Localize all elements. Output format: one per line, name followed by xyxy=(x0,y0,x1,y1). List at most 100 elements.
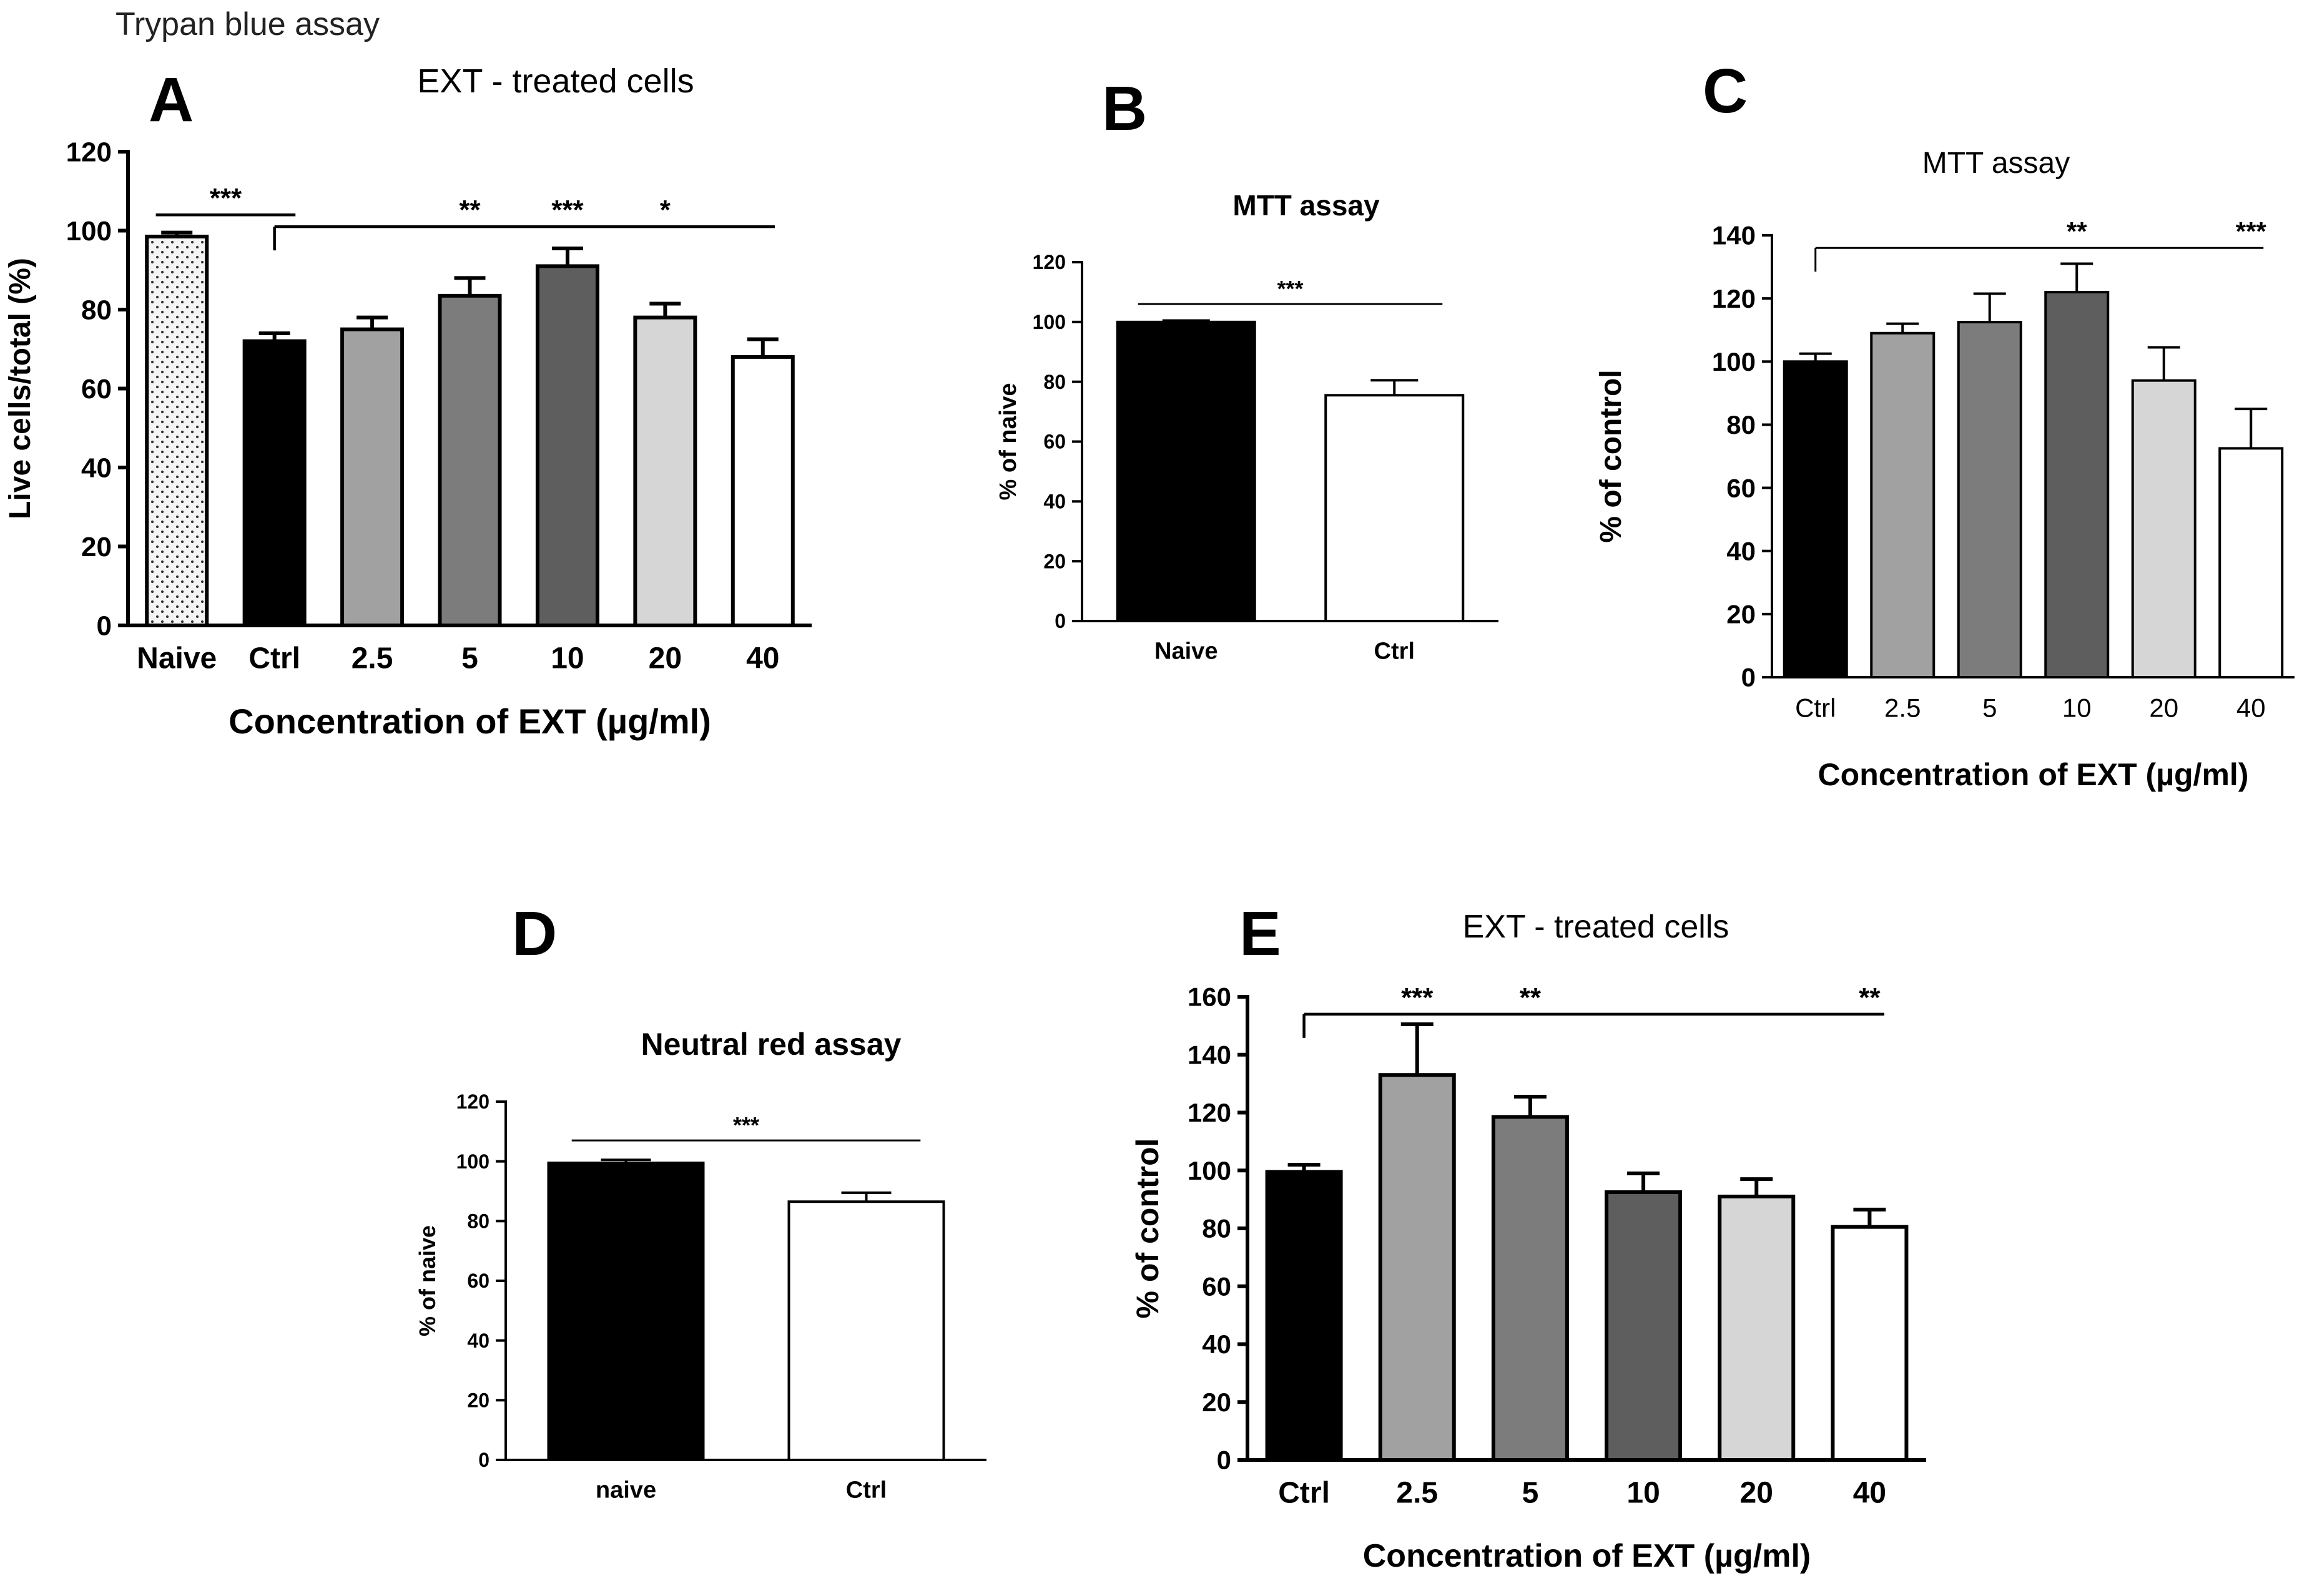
x-category-label: Naive xyxy=(1154,638,1217,664)
y-tick-label: 20 xyxy=(467,1389,489,1412)
x-category-label: Ctrl xyxy=(248,642,300,675)
significance-label: *** xyxy=(210,183,242,213)
y-tick-label: 60 xyxy=(467,1270,489,1292)
figure-caption: Trypan blue assay xyxy=(116,6,380,42)
y-tick-label: 120 xyxy=(1188,1098,1231,1127)
y-tick-label: 100 xyxy=(1188,1156,1231,1185)
y-tick-label: 100 xyxy=(66,216,112,247)
y-tick-label: 80 xyxy=(1043,371,1066,393)
y-tick-label: 60 xyxy=(81,374,112,404)
bar-Ctrl xyxy=(242,339,307,627)
y-tick-label: 80 xyxy=(467,1210,489,1233)
bar-2.5 xyxy=(340,327,405,627)
x-axis-label: Concentration of EXT (µg/ml) xyxy=(1818,757,2249,792)
x-category-label: 20 xyxy=(2149,693,2178,723)
y-tick-label: 20 xyxy=(1043,550,1066,572)
y-tick-label: 40 xyxy=(1202,1329,1231,1359)
x-category-label: Ctrl xyxy=(1374,638,1415,664)
bar-Naive xyxy=(1116,320,1256,622)
bar-Ctrl xyxy=(1324,394,1465,623)
significance-label: *** xyxy=(551,195,584,225)
chart-title: MTT assay xyxy=(1922,147,2070,180)
chart-B: 0 20 40 60 80 100 120 Naive Ctrl *** % of naive MTT… xyxy=(995,74,1498,664)
bar-5 xyxy=(438,293,502,627)
significance-label: ** xyxy=(2067,217,2087,246)
y-tick-label: 60 xyxy=(1202,1271,1231,1301)
significance-label: ** xyxy=(1859,982,1881,1013)
y-axis-label: % of naive xyxy=(995,383,1021,501)
bar-Ctrl xyxy=(787,1200,945,1462)
chart-D: 0 20 40 60 80 100 120 naive Ctrl *** % of naive Neu… xyxy=(415,899,986,1503)
y-tick-label: 0 xyxy=(1055,610,1066,632)
y-tick-label: 20 xyxy=(1202,1388,1231,1417)
y-tick-label: 40 xyxy=(467,1329,489,1352)
y-tick-label: 120 xyxy=(66,137,112,167)
panel-letter: D xyxy=(512,899,557,969)
x-category-label: 10 xyxy=(1626,1476,1660,1509)
bar-2.5 xyxy=(1870,331,1936,678)
y-tick-label: 40 xyxy=(1043,491,1066,513)
panel-letter: C xyxy=(1703,56,1748,126)
y-tick-label: 140 xyxy=(1712,221,1756,250)
significance-label: ** xyxy=(459,195,481,225)
y-tick-label: 40 xyxy=(81,453,112,483)
chart-title: EXT - treated cells xyxy=(417,62,694,100)
y-axis-label: % of control xyxy=(1130,1138,1165,1319)
panel-letter: B xyxy=(1102,74,1147,144)
x-category-label: Ctrl xyxy=(1795,693,1836,723)
y-tick-label: 120 xyxy=(1712,284,1756,313)
x-category-label: 5 xyxy=(461,642,478,675)
bar-10 xyxy=(2044,291,2110,678)
y-tick-label: 100 xyxy=(1033,311,1066,333)
x-category-label: naive xyxy=(596,1477,656,1503)
panel-letter: A xyxy=(149,65,194,135)
x-category-label: 5 xyxy=(1982,693,1997,723)
y-tick-label: 160 xyxy=(1188,982,1231,1012)
chart-title: Neutral red assay xyxy=(641,1027,902,1062)
x-category-label: 40 xyxy=(746,642,779,675)
bar-Ctrl xyxy=(1265,1170,1343,1462)
chart-title: MTT assay xyxy=(1232,189,1380,222)
y-axis-label: Live cells/total (%) xyxy=(4,258,37,519)
significance-label: ** xyxy=(1520,982,1542,1013)
bar-Naive xyxy=(145,234,209,627)
bar-10 xyxy=(1605,1190,1683,1462)
x-category-label: 20 xyxy=(1740,1476,1773,1509)
y-tick-label: 140 xyxy=(1188,1040,1231,1069)
panel-letter: E xyxy=(1239,899,1281,969)
bar-2.5 xyxy=(1378,1073,1456,1462)
bar-40 xyxy=(2218,447,2284,678)
y-tick-label: 100 xyxy=(1712,347,1756,376)
bar-40 xyxy=(1831,1225,1909,1462)
y-axis-label: % of naive xyxy=(415,1225,440,1336)
x-category-label: Ctrl xyxy=(846,1477,887,1503)
x-axis-label: Concentration of EXT (µg/ml) xyxy=(229,702,711,741)
y-tick-label: 0 xyxy=(1741,663,1756,692)
x-category-label: Ctrl xyxy=(1278,1476,1330,1509)
y-tick-label: 80 xyxy=(81,295,112,325)
bar-20 xyxy=(2131,379,2196,679)
x-category-label: 2.5 xyxy=(1396,1476,1438,1509)
y-tick-label: 0 xyxy=(478,1449,489,1471)
significance-label: *** xyxy=(2236,217,2267,246)
bar-5 xyxy=(1491,1115,1569,1462)
bar-naive xyxy=(547,1162,705,1462)
x-category-label: 2.5 xyxy=(1884,693,1921,723)
bar-5 xyxy=(1957,321,2022,678)
y-tick-label: 80 xyxy=(1726,410,1756,439)
x-category-label: 20 xyxy=(649,642,682,675)
chart-title: EXT - treated cells xyxy=(1463,909,1729,945)
bar-20 xyxy=(633,315,697,627)
y-tick-label: 120 xyxy=(1033,251,1066,273)
y-tick-label: 60 xyxy=(1726,473,1756,502)
y-tick-label: 20 xyxy=(1726,600,1756,629)
y-tick-label: 100 xyxy=(456,1150,489,1173)
significance-label: * xyxy=(660,195,671,225)
x-category-label: 40 xyxy=(1853,1476,1886,1509)
x-category-label: 5 xyxy=(1522,1476,1539,1509)
